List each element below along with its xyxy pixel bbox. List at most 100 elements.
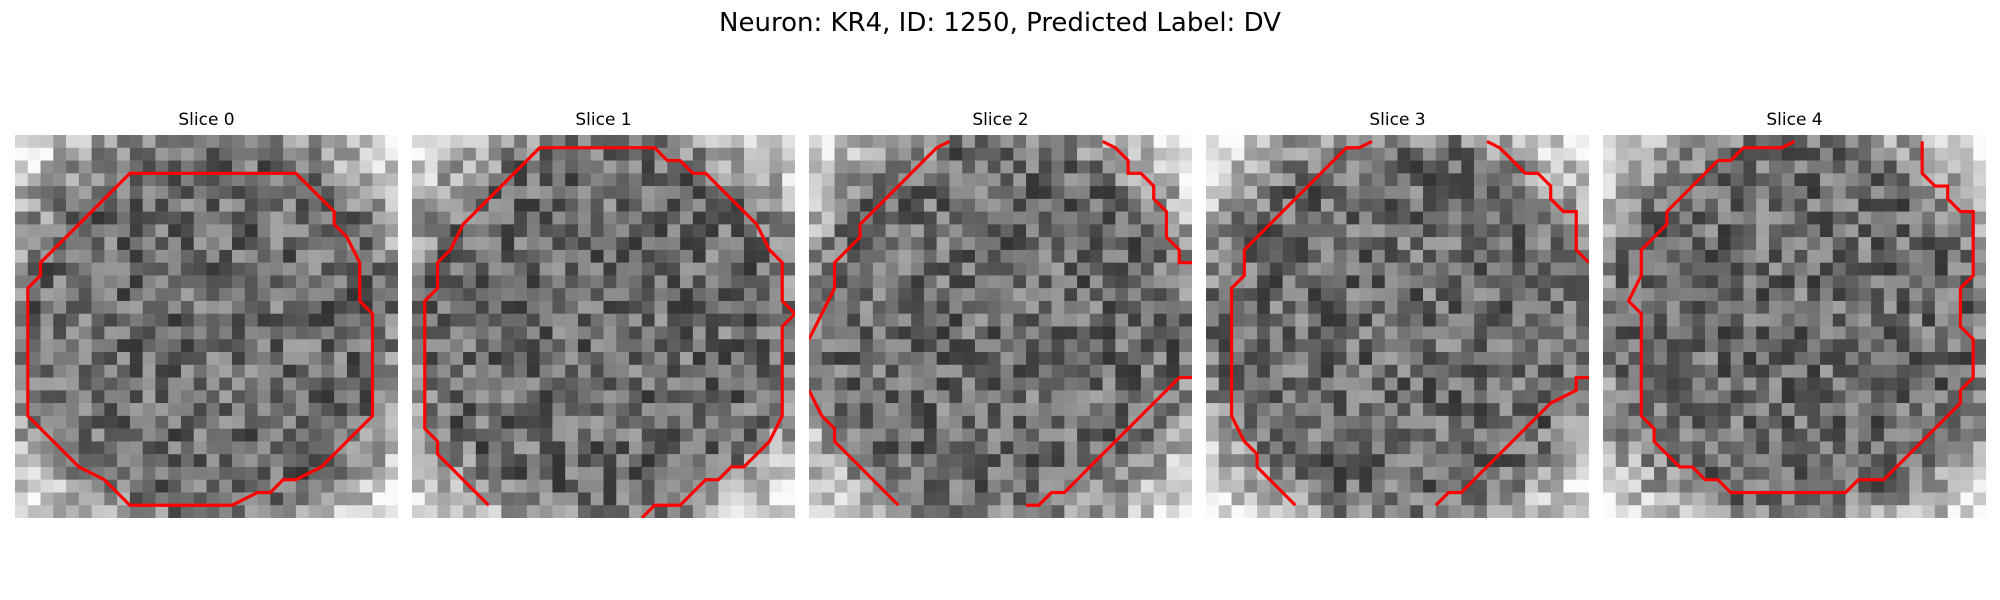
image-pixel (552, 301, 565, 314)
image-pixel (181, 212, 194, 225)
image-pixel (296, 429, 309, 442)
image-pixel (15, 339, 28, 352)
image-pixel (155, 148, 168, 161)
image-pixel (1001, 403, 1014, 416)
image-pixel (782, 199, 795, 212)
image-pixel (334, 416, 347, 429)
image-pixel (1960, 224, 1973, 237)
image-pixel (1692, 224, 1705, 237)
image-pixel (1346, 339, 1359, 352)
image-pixel (181, 186, 194, 199)
image-pixel (15, 275, 28, 288)
image-pixel (847, 212, 860, 225)
image-pixel (1295, 480, 1308, 493)
image-pixel (1512, 173, 1525, 186)
image-pixel (847, 263, 860, 276)
image-pixel (1283, 173, 1296, 186)
image-pixel (1769, 212, 1782, 225)
image-pixel (1232, 161, 1245, 174)
image-pixel (744, 275, 757, 288)
image-pixel (270, 250, 283, 263)
image-pixel (1769, 352, 1782, 365)
image-pixel (1410, 505, 1423, 518)
image-pixel (1551, 429, 1564, 442)
image-pixel (822, 441, 835, 454)
image-pixel (1257, 378, 1270, 391)
image-pixel (1257, 186, 1270, 199)
image-pixel (283, 186, 296, 199)
image-pixel (1538, 378, 1551, 391)
image-pixel (1077, 480, 1090, 493)
image-pixel (385, 441, 398, 454)
image-pixel (1820, 275, 1833, 288)
image-pixel (1308, 288, 1321, 301)
image-pixel (1321, 390, 1334, 403)
image-pixel (552, 224, 565, 237)
image-pixel (1026, 454, 1039, 467)
image-pixel (270, 327, 283, 340)
image-pixel (886, 480, 899, 493)
image-pixel (232, 339, 245, 352)
image-pixel (616, 275, 629, 288)
image-pixel (1257, 161, 1270, 174)
image-pixel (1616, 339, 1629, 352)
image-pixel (501, 327, 514, 340)
image-pixel (360, 429, 373, 442)
image-pixel (1257, 173, 1270, 186)
image-pixel (476, 454, 489, 467)
image-pixel (1398, 275, 1411, 288)
image-pixel (53, 390, 66, 403)
image-pixel (1654, 416, 1667, 429)
image-pixel (1461, 365, 1474, 378)
image-pixel (1115, 275, 1128, 288)
image-pixel (1308, 275, 1321, 288)
image-pixel (41, 505, 54, 518)
image-pixel (616, 186, 629, 199)
image-pixel (92, 250, 105, 263)
image-pixel (1026, 186, 1039, 199)
image-pixel (1283, 161, 1296, 174)
image-pixel (1270, 314, 1283, 327)
image-pixel (1629, 365, 1642, 378)
image-pixel (1410, 314, 1423, 327)
image-pixel (143, 161, 156, 174)
image-pixel (527, 161, 540, 174)
image-pixel (655, 441, 668, 454)
image-pixel (1525, 263, 1538, 276)
image-pixel (1731, 199, 1744, 212)
image-pixel (1001, 314, 1014, 327)
image-pixel (1756, 301, 1769, 314)
image-pixel (962, 416, 975, 429)
image-pixel (15, 237, 28, 250)
image-pixel (66, 441, 79, 454)
image-pixel (1629, 250, 1642, 263)
image-pixel (1026, 441, 1039, 454)
image-pixel (1283, 275, 1296, 288)
image-pixel (385, 275, 398, 288)
image-pixel (1909, 275, 1922, 288)
image-pixel (1551, 480, 1564, 493)
image-pixel (975, 237, 988, 250)
image-pixel (1692, 416, 1705, 429)
image-pixel (1858, 454, 1871, 467)
image-pixel (757, 365, 770, 378)
image-pixel (809, 263, 822, 276)
image-pixel (1461, 327, 1474, 340)
image-pixel (270, 403, 283, 416)
image-pixel (219, 186, 232, 199)
image-pixel (1948, 250, 1961, 263)
image-pixel (1846, 173, 1859, 186)
image-pixel (1410, 288, 1423, 301)
image-pixel (1654, 454, 1667, 467)
image-pixel (438, 352, 451, 365)
image-pixel (1973, 429, 1986, 442)
image-pixel (1667, 339, 1680, 352)
image-pixel (898, 161, 911, 174)
image-pixel (1410, 135, 1423, 148)
image-pixel (1935, 365, 1948, 378)
image-pixel (1128, 263, 1141, 276)
image-pixel (1795, 301, 1808, 314)
image-pixel (1654, 390, 1667, 403)
image-pixel (1680, 327, 1693, 340)
image-pixel (1487, 199, 1500, 212)
